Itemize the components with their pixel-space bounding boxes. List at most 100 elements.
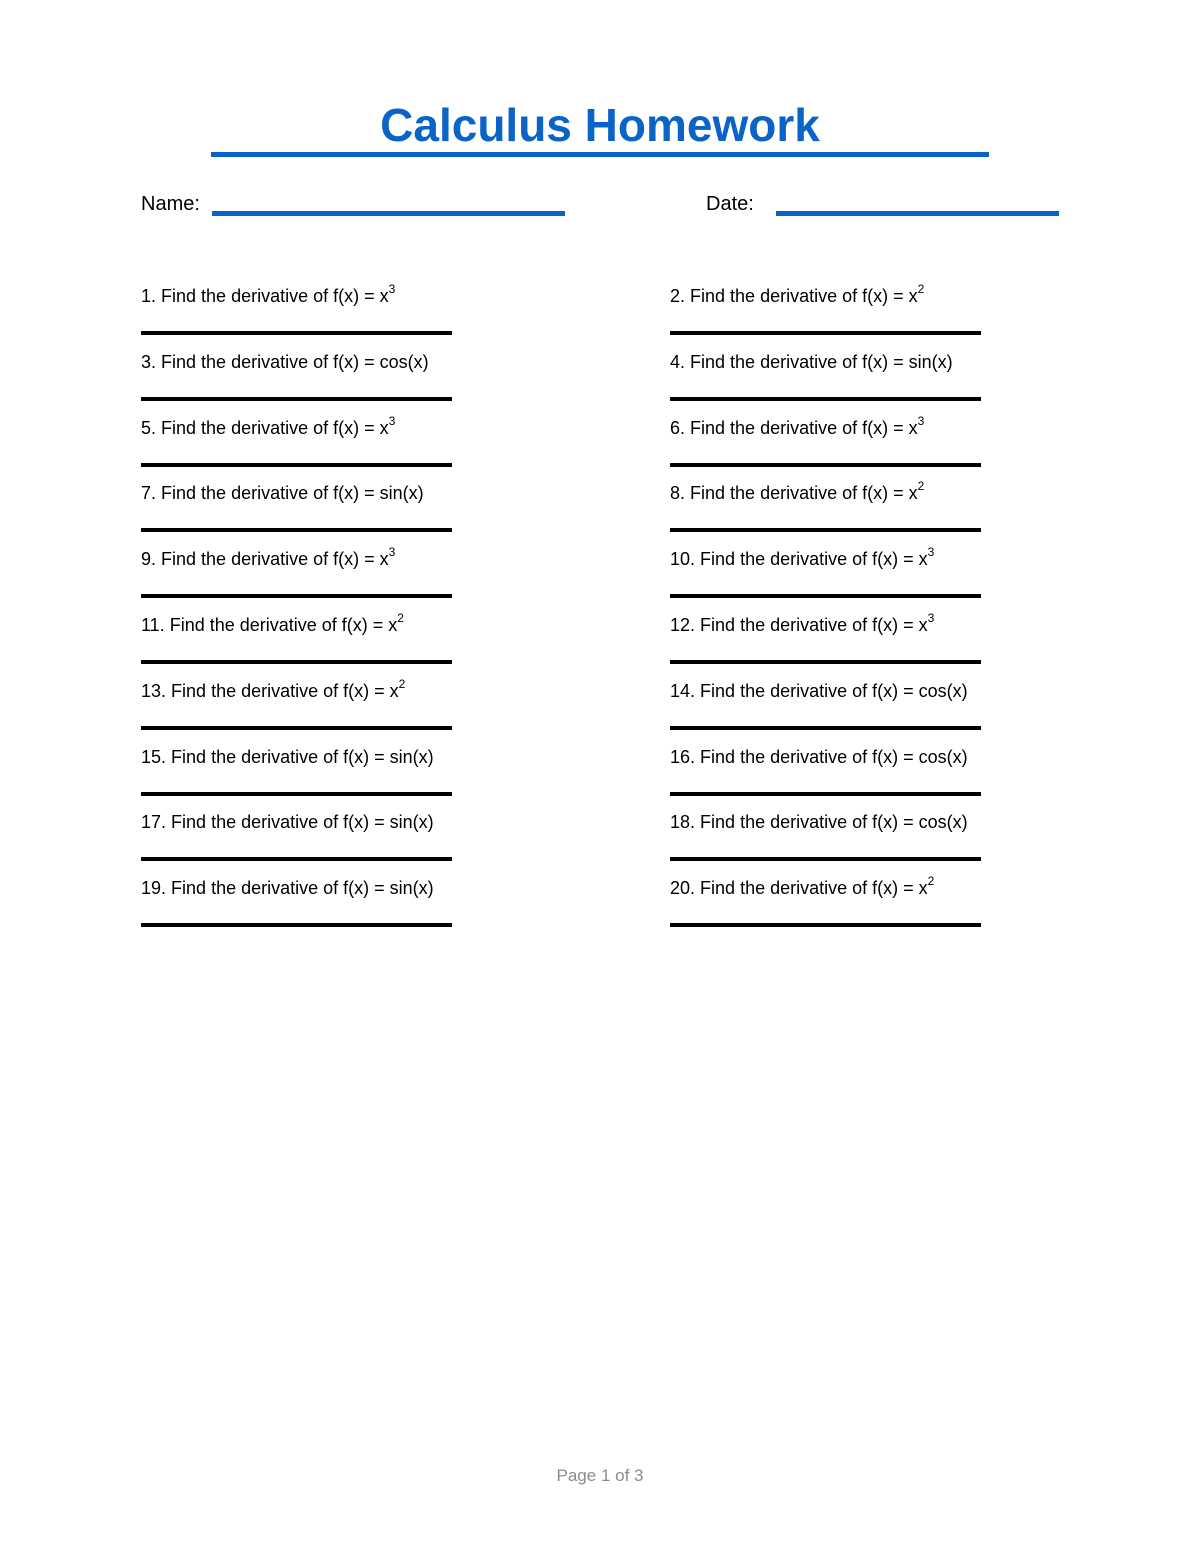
question-exponent: 2	[397, 611, 404, 625]
date-label: Date:	[706, 193, 754, 215]
question-number: 12.	[670, 615, 696, 635]
question-function: x	[918, 549, 928, 570]
question-text: Find the derivative of f(x) =	[700, 549, 919, 570]
question-14: 14. Find the derivative of f(x) = cos(x)	[670, 679, 968, 702]
question-8: 8. Find the derivative of f(x) = x2	[670, 479, 925, 504]
question-function: x	[908, 483, 918, 504]
question-function: x	[379, 286, 389, 306]
question-number: 15.	[141, 746, 167, 767]
question-number: 19.	[141, 878, 167, 899]
question-4: 4. Find the derivative of f(x) = sin(x)	[670, 350, 953, 373]
question-text: Find the derivative of f(x) =	[161, 549, 380, 570]
question-3: 3. Find the derivative of f(x) = cos(x)	[141, 350, 429, 373]
question-exponent: 2	[917, 479, 925, 494]
question-12: 12. Find the derivative of f(x) = x3	[670, 611, 935, 636]
question-exponent: 3	[388, 282, 396, 296]
question-number: 3.	[141, 351, 157, 372]
question-19: 19. Find the derivative of f(x) = sin(x)	[141, 876, 434, 899]
answer-line-9[interactable]	[141, 594, 452, 599]
question-16: 16. Find the derivative of f(x) = cos(x)	[670, 745, 968, 768]
answer-line-20[interactable]	[670, 923, 981, 928]
question-text: Find the derivative of f(x) =	[171, 746, 390, 767]
question-exponent: 3	[917, 413, 925, 428]
page-footer: Page 1 of 3	[556, 1466, 644, 1485]
question-number: 18.	[670, 812, 696, 833]
question-13: 13. Find the derivative of f(x) = x2	[141, 676, 406, 702]
answer-line-6[interactable]	[670, 462, 981, 467]
question-exponent: 3	[927, 611, 935, 625]
answer-line-5[interactable]	[141, 462, 452, 467]
question-function: cos(x)	[918, 812, 968, 833]
answer-line-3[interactable]	[141, 396, 452, 401]
question-function: x	[908, 417, 918, 438]
question-9: 9. Find the derivative of f(x) = x3	[141, 545, 396, 570]
question-function: x	[379, 549, 389, 570]
question-function: x	[908, 286, 918, 306]
question-function: cos(x)	[379, 351, 429, 372]
question-number: 16.	[670, 746, 696, 767]
answer-line-19[interactable]	[141, 923, 452, 928]
question-text: Find the derivative of f(x) =	[690, 351, 909, 372]
question-function: x	[389, 680, 399, 701]
question-function: cos(x)	[918, 746, 968, 767]
name-label: Name:	[141, 193, 200, 215]
question-17: 17. Find the derivative of f(x) = sin(x)	[141, 810, 434, 833]
answer-line-14[interactable]	[670, 725, 981, 730]
question-function: cos(x)	[918, 680, 968, 701]
answer-line-4[interactable]	[670, 396, 981, 401]
question-number: 6.	[670, 417, 686, 438]
question-number: 7.	[141, 483, 157, 504]
answer-line-16[interactable]	[670, 791, 981, 796]
question-exponent: 2	[927, 874, 935, 889]
answer-line-2[interactable]	[670, 331, 981, 335]
answer-line-15[interactable]	[141, 791, 452, 796]
page-title: Calculus Homework	[380, 99, 820, 151]
date-field[interactable]	[776, 211, 1059, 216]
question-18: 18. Find the derivative of f(x) = cos(x)	[670, 810, 968, 833]
answer-line-11[interactable]	[141, 660, 452, 664]
question-number: 14.	[670, 680, 696, 701]
question-number: 11.	[141, 615, 165, 635]
question-function: sin(x)	[389, 812, 434, 833]
question-exponent: 3	[927, 545, 935, 560]
question-function: x	[379, 417, 389, 438]
question-exponent: 3	[388, 413, 396, 428]
question-exponent: 2	[398, 676, 406, 691]
question-15: 15. Find the derivative of f(x) = sin(x)	[141, 745, 434, 768]
question-number: 2.	[670, 286, 686, 306]
answer-line-12[interactable]	[670, 660, 981, 664]
question-text: Find the derivative of f(x) =	[690, 286, 909, 306]
answer-line-18[interactable]	[670, 857, 981, 862]
question-function: x	[388, 615, 398, 635]
question-text: Find the derivative of f(x) =	[700, 878, 919, 899]
question-text: Find the derivative of f(x) =	[169, 615, 389, 635]
question-exponent: 3	[388, 545, 396, 560]
question-2: 2. Find the derivative of f(x) = x2	[670, 282, 925, 307]
question-function: sin(x)	[389, 878, 434, 899]
question-20: 20. Find the derivative of f(x) = x2	[670, 874, 935, 899]
question-6: 6. Find the derivative of f(x) = x3	[670, 413, 925, 439]
question-text: Find the derivative of f(x) =	[161, 351, 380, 372]
question-exponent: 2	[917, 282, 925, 296]
name-field[interactable]	[212, 211, 565, 216]
answer-line-17[interactable]	[141, 857, 452, 862]
question-text: Find the derivative of f(x) =	[161, 483, 380, 504]
question-number: 9.	[141, 549, 157, 570]
answer-line-8[interactable]	[670, 528, 981, 533]
question-5: 5. Find the derivative of f(x) = x3	[141, 413, 396, 439]
answer-line-1[interactable]	[141, 331, 452, 335]
question-text: Find the derivative of f(x) =	[700, 680, 919, 701]
question-text: Find the derivative of f(x) =	[171, 878, 390, 899]
question-1: 1. Find the derivative of f(x) = x3	[141, 282, 396, 307]
question-text: Find the derivative of f(x) =	[700, 812, 919, 833]
question-text: Find the derivative of f(x) =	[161, 286, 380, 306]
question-number: 1.	[141, 286, 157, 306]
answer-line-13[interactable]	[141, 725, 452, 730]
answer-line-10[interactable]	[670, 594, 981, 599]
question-function: sin(x)	[389, 746, 434, 767]
question-text: Find the derivative of f(x) =	[171, 812, 390, 833]
question-number: 8.	[670, 483, 686, 504]
title-underline	[211, 152, 989, 157]
answer-line-7[interactable]	[141, 528, 452, 533]
question-text: Find the derivative of f(x) =	[171, 680, 390, 701]
